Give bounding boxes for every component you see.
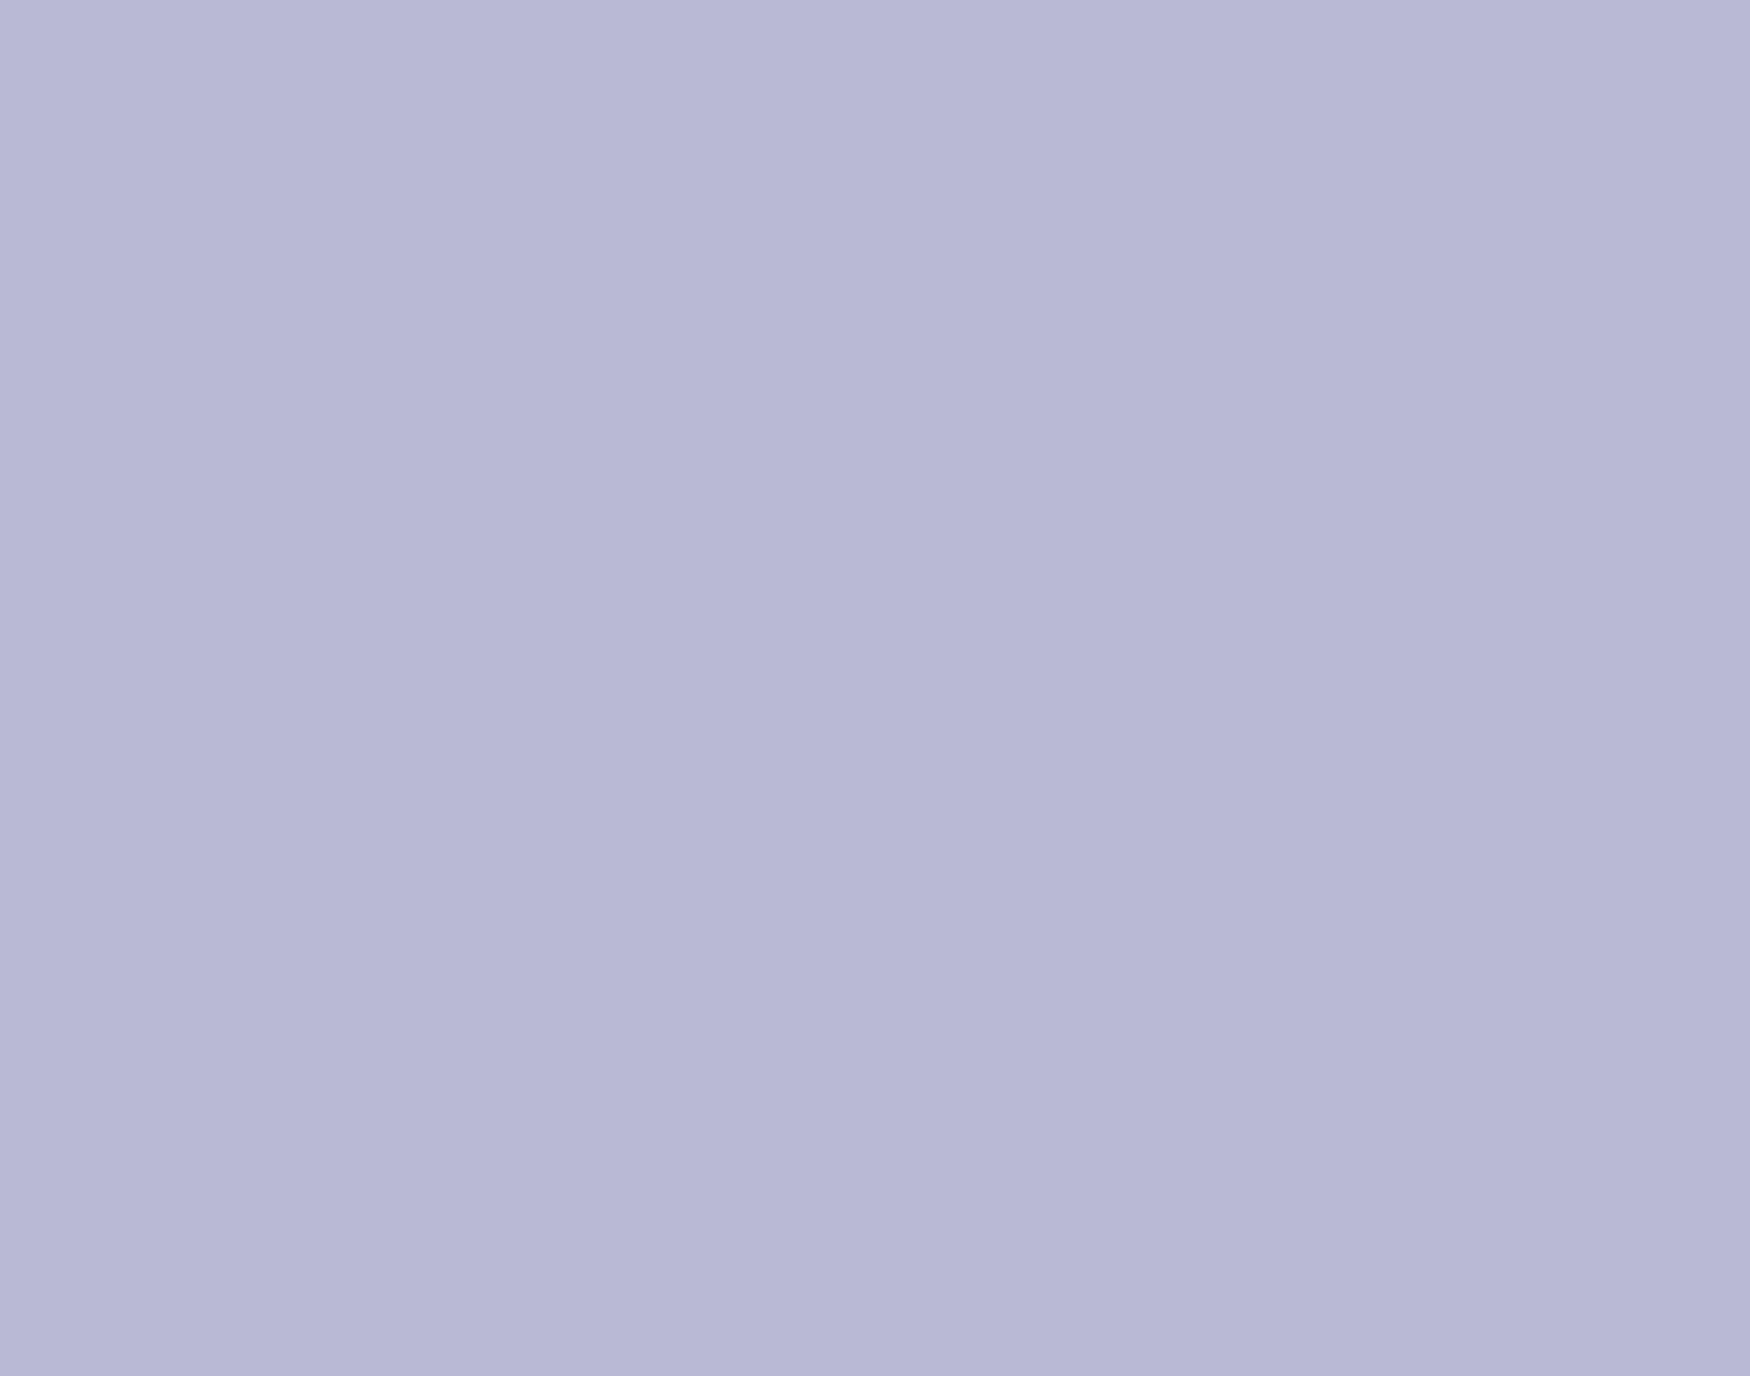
network-figure — [0, 0, 1750, 1376]
